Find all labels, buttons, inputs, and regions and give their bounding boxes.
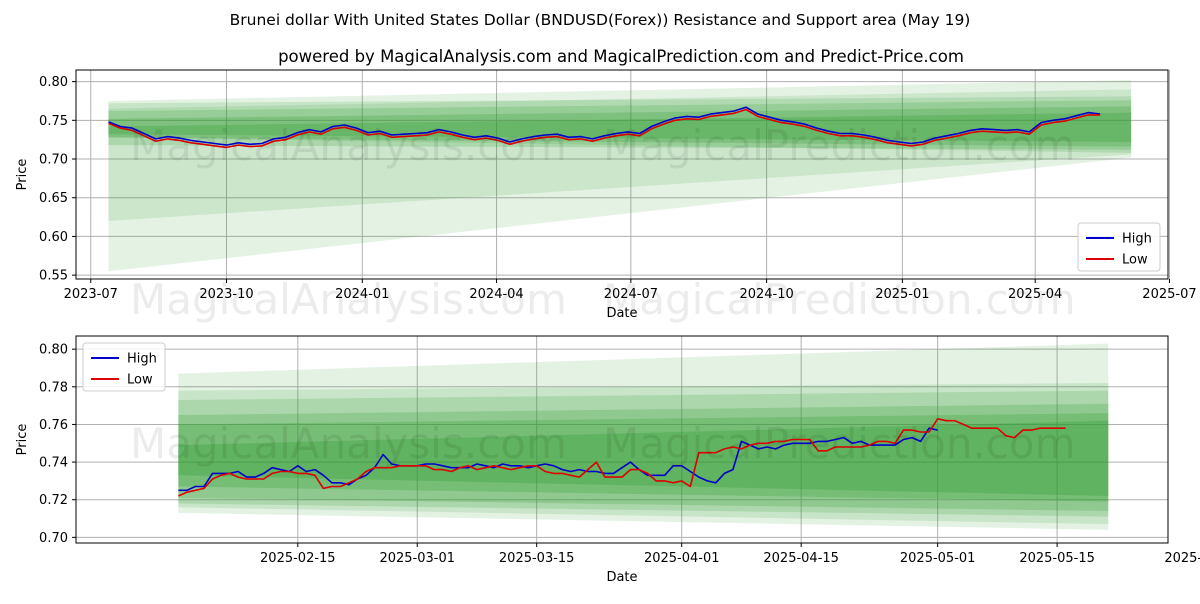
support-resistance-band	[178, 403, 1109, 512]
x-tick-label: 2023-10	[199, 287, 253, 302]
y-tick-label: 0.70	[39, 153, 68, 168]
x-tick-label: 2024-07	[604, 287, 658, 302]
legend-entry-label: High	[127, 352, 157, 367]
support-resistance-band	[108, 80, 1132, 272]
low-price-line	[178, 417, 1066, 497]
chart-legend: High Low	[1077, 222, 1161, 272]
support-resistance-band	[178, 413, 1109, 502]
x-tick-label: 2025-04-15	[763, 551, 839, 566]
chart-legend: High Low	[82, 342, 166, 392]
y-tick-label: 0.75	[39, 114, 68, 129]
x-axis-label: Date	[606, 570, 637, 585]
x-tick-label: 2025-05-15	[1019, 551, 1095, 566]
watermark-text: MagicalPrediction.com	[603, 419, 1076, 468]
y-tick-label: 0.78	[39, 380, 68, 395]
watermark-text: MagicalAnalysis.com	[130, 275, 567, 324]
x-tick-label: 2025-07	[1142, 287, 1196, 302]
lower-price-panel: 2025-02-15 2025-03-01 2025-03-15 2025-04-01…	[15, 335, 1200, 585]
y-tick-label: 0.74	[39, 456, 68, 471]
legend-box	[82, 342, 166, 392]
x-axis-label: Date	[606, 306, 637, 321]
legend-box	[1077, 222, 1161, 272]
x-tick-label: 2025-05-01	[900, 551, 976, 566]
y-tick-label: 0.70	[39, 531, 68, 546]
watermark-text: MagicalPrediction.com	[603, 121, 1076, 170]
legend-entry-label: Low	[127, 373, 153, 388]
support-resistance-band	[108, 96, 1132, 153]
x-tick-label: 2025-06-01	[1164, 551, 1200, 566]
y-tick-label: 0.76	[39, 418, 68, 433]
support-resistance-band	[178, 390, 1109, 517]
y-tick-label: 0.60	[39, 230, 68, 245]
plot-frame	[75, 335, 1169, 544]
high-price-line	[178, 427, 938, 492]
x-tick-label: 2024-01	[335, 287, 389, 302]
support-resistance-band	[178, 343, 1109, 530]
x-tick-label: 2025-03-15	[499, 551, 575, 566]
support-resistance-band	[178, 420, 1109, 496]
y-axis-label: Price	[15, 424, 30, 456]
watermark-layer: MagicalAnalysis.com MagicalPrediction.co…	[130, 121, 1076, 468]
y-tick-label: 0.55	[39, 269, 68, 284]
upper-price-panel: 2023-07 2023-10 2024-01 2024-04 2024-07 2024-…	[15, 69, 1197, 321]
y-axis-label: Price	[15, 159, 30, 191]
y-tick-label: 0.65	[39, 191, 68, 206]
x-tick-label: 2025-04-01	[644, 551, 720, 566]
x-tick-label: 2024-04	[469, 287, 523, 302]
x-tick-label: 2025-02-15	[260, 551, 336, 566]
support-resistance-band	[108, 112, 1132, 142]
support-resistance-band	[108, 89, 1132, 221]
watermark-text: MagicalAnalysis.com	[130, 121, 567, 170]
watermark-text: MagicalAnalysis.com	[130, 419, 567, 468]
support-resistance-band	[178, 383, 1109, 525]
x-tick-label: 2023-07	[64, 287, 118, 302]
x-tick-label: 2024-10	[739, 287, 793, 302]
x-tick-label: 2025-01	[875, 287, 929, 302]
x-tick-label: 2025-04	[1008, 287, 1062, 302]
y-tick-label: 0.80	[39, 75, 68, 90]
x-tick-label: 2025-03-01	[379, 551, 455, 566]
chart-subtitle: powered by MagicalAnalysis.com and Magic…	[278, 47, 964, 66]
legend-entry-label: High	[1122, 232, 1152, 247]
legend-entry-label: Low	[1122, 253, 1148, 268]
y-tick-label: 0.80	[39, 343, 68, 358]
high-price-line	[108, 106, 1101, 146]
y-tick-label: 0.72	[39, 493, 68, 508]
watermark-text: MagicalPrediction.com	[603, 275, 1076, 324]
chart-title: Brunei dollar With United States Dollar …	[230, 11, 971, 29]
low-price-line	[108, 108, 1101, 149]
plot-frame	[75, 69, 1169, 280]
